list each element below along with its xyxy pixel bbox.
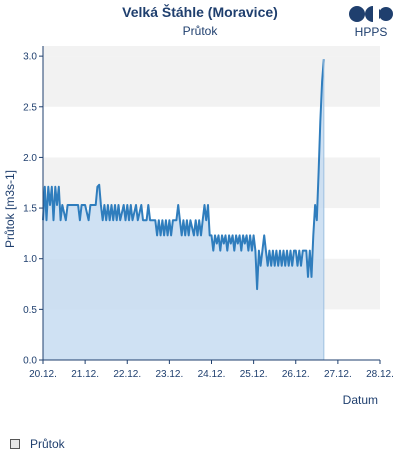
logo-circle-1 [349,6,365,22]
grid-band [43,56,380,107]
series-area-prutok [43,59,324,360]
y-tick-label: 1.5 [23,204,37,215]
y-tick-label: 0.5 [23,305,37,316]
chart-subtitle: Průtok [182,24,218,38]
y-tick-label: 2.0 [23,153,37,164]
x-tick-label: 24.12. [198,369,226,380]
legend-label[interactable]: Průtok [30,437,65,451]
legend[interactable]: Průtok [10,437,65,451]
x-tick-label: 26.12. [282,369,310,380]
legend-swatch[interactable] [10,439,20,449]
logo-cut [373,6,379,22]
grid-band [43,106,380,158]
y-tick-label: 1.0 [23,254,37,265]
x-axis-label: Datum [343,393,378,407]
y-tick-label: 3.0 [23,52,37,63]
grid-band [43,46,380,57]
x-tick-label: 20.12. [29,369,57,380]
x-tick-label: 22.12. [113,369,141,380]
x-tick-label: 23.12. [155,369,183,380]
y-axis-label: Průtok [m3s-1] [3,170,17,248]
logo-text: HPPS [354,25,388,39]
y-ticks: 0.0 0.5 1.0 1.5 2.0 2.5 3.0 [23,52,43,367]
area-layer [42,59,325,360]
grid-band [43,157,380,209]
chart-title: Velká Štáhle (Moravice) [122,4,278,20]
y-tick-label: 2.5 [23,102,37,113]
x-tick-label: 25.12. [240,369,268,380]
x-tick-label: 28.12. [366,369,394,380]
y-tick-label: 0.0 [23,356,37,367]
x-tick-label: 21.12. [71,369,99,380]
x-ticks: 20.12. 21.12. 22.12. 23.12. 24.12. 25.12. 26.1… [29,360,394,380]
x-tick-label: 27.12. [324,369,352,380]
logo-circle-3 [379,7,393,21]
series-line-prutok[interactable] [42,59,325,291]
hpps-logo: HPPS [348,6,394,42]
hpps-logo-icon [349,6,393,22]
